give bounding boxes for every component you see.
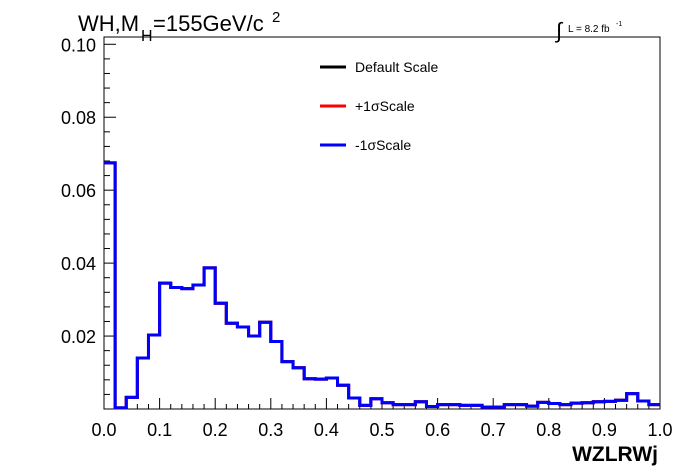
- luminosity-label: ∫ L = 8.2 fb -1: [554, 18, 622, 43]
- lumi-text: L = 8.2 fb: [568, 24, 610, 35]
- axes: 0.0 0.1 0.2 0.3 0.4 0.5 0.6 0.7 0.8 0.9 1.0 0.02 0.0…: [61, 35, 673, 440]
- y-tick-label: 0.06: [61, 181, 96, 201]
- title-superscript: 2: [272, 9, 280, 26]
- legend-label-minus1sigma: -1σScale: [355, 137, 411, 153]
- x-tick-label: 0.0: [91, 420, 116, 440]
- x-tick-label: 0.1: [147, 420, 172, 440]
- x-tick-label: 0.3: [258, 420, 283, 440]
- y-tick-label: 0.10: [61, 35, 96, 55]
- series-line-0: [104, 161, 660, 410]
- x-tick-label: 0.8: [536, 420, 561, 440]
- plot-frame: [103, 36, 661, 410]
- x-tick-label: 0.4: [314, 420, 339, 440]
- y-tick-label: 0.04: [61, 254, 96, 274]
- histogram-series: [104, 161, 660, 410]
- series-line-1: [104, 161, 660, 410]
- legend: Default Scale +1σScale -1σScale: [320, 59, 438, 153]
- series-line-2: [104, 161, 660, 410]
- lumi-superscript: -1: [616, 21, 622, 28]
- integral-symbol: ∫: [554, 18, 564, 43]
- legend-label-plus1sigma: +1σScale: [355, 98, 415, 114]
- x-tick-label: 0.2: [203, 420, 228, 440]
- chart-title: WH,M H =155GeV/c 2: [78, 9, 280, 45]
- x-tick-label: 0.7: [481, 420, 506, 440]
- title-rest: =155GeV/c: [153, 11, 264, 36]
- x-tick-label: 1.0: [647, 420, 672, 440]
- x-tick-label: 0.9: [592, 420, 617, 440]
- x-tick-label: 0.6: [425, 420, 450, 440]
- y-tick-label: 0.08: [61, 108, 96, 128]
- legend-label-default: Default Scale: [355, 59, 438, 75]
- x-tick-label: 0.5: [369, 420, 394, 440]
- y-tick-label: 0.02: [61, 327, 96, 347]
- x-axis-label: WZLRWj: [572, 443, 658, 466]
- title-main: WH,M: [78, 11, 139, 36]
